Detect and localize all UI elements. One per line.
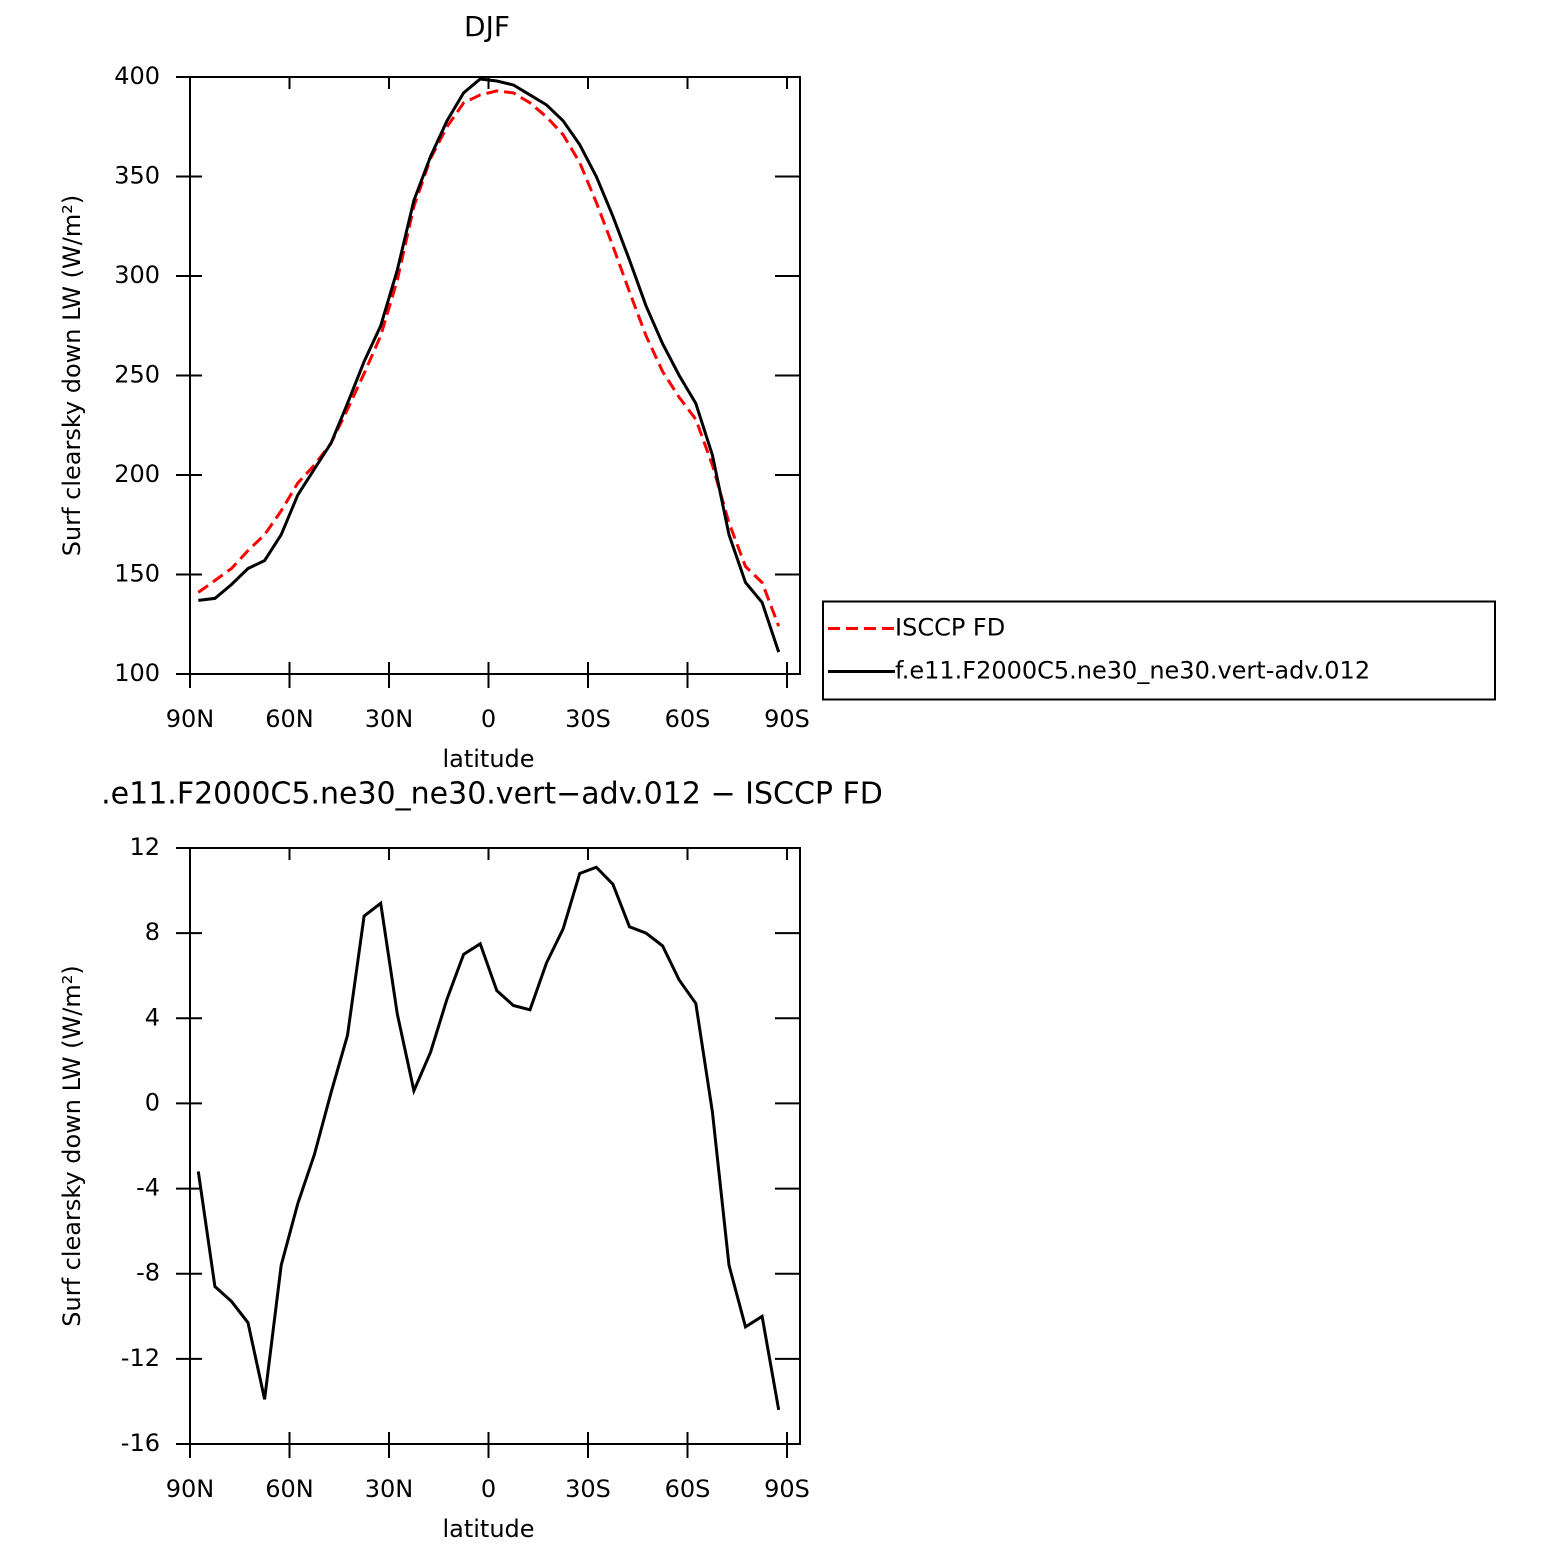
y-tick-label: -4 [136, 1174, 160, 1202]
y-tick-label: 8 [145, 918, 160, 946]
x-tick-label: 60N [265, 705, 314, 733]
plot-frame [189, 847, 801, 1445]
chart-title: .e11.F2000C5.ne30_ne30.vert−adv.012 − IS… [101, 777, 883, 812]
legend-label: ISCCP FD [895, 614, 1005, 642]
y-tick-label: 12 [129, 833, 160, 861]
chart-title: DJF [464, 10, 510, 43]
y-tick-label: 0 [145, 1088, 160, 1116]
x-tick-label: 60S [665, 705, 711, 733]
y-axis-label: Surf clearsky down LW (W/m²) [58, 195, 86, 556]
x-tick-label: 90N [166, 1475, 215, 1503]
x-tick-label: 30S [565, 1475, 611, 1503]
y-tick-label: -8 [136, 1259, 160, 1287]
x-tick-label: 90S [764, 1475, 810, 1503]
data-line [196, 865, 781, 1411]
x-tick-label: 30S [565, 705, 611, 733]
x-tick-label: 90S [764, 705, 810, 733]
x-axis-label: latitude [442, 745, 534, 773]
y-tick-label: 150 [114, 560, 160, 588]
data-line [197, 89, 781, 627]
y-tick-label: 350 [114, 162, 160, 190]
x-tick-label: 60S [665, 1475, 711, 1503]
x-tick-label: 60N [265, 1475, 314, 1503]
y-tick-label: -12 [121, 1344, 160, 1372]
x-tick-label: 0 [481, 1475, 496, 1503]
y-tick-label: 200 [114, 460, 160, 488]
y-tick-label: -16 [121, 1429, 160, 1457]
x-tick-label: 90N [166, 705, 215, 733]
legend-label: f.e11.F2000C5.ne30_ne30.vert-adv.012 [895, 657, 1370, 685]
data-line [198, 77, 781, 653]
y-tick-label: 100 [114, 659, 160, 687]
y-tick-label: 400 [114, 62, 160, 90]
plot-frame [189, 76, 801, 675]
legend-frame [822, 600, 1496, 701]
x-tick-label: 30N [365, 705, 414, 733]
x-tick-label: 30N [365, 1475, 414, 1503]
y-tick-label: 4 [145, 1003, 160, 1031]
y-tick-label: 300 [114, 261, 160, 289]
x-tick-label: 0 [481, 705, 496, 733]
y-axis-label: Surf clearsky down LW (W/m²) [58, 965, 86, 1326]
x-axis-label: latitude [442, 1515, 534, 1543]
y-tick-label: 250 [114, 361, 160, 389]
